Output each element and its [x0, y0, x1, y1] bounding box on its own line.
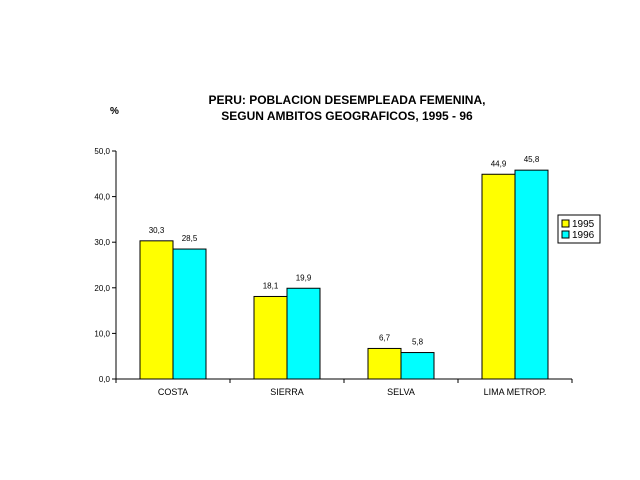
- bar-1996-2: [400, 352, 435, 380]
- chart-title-line1: PERU: POBLACION DESEMPLEADA FEMENINA,: [209, 93, 486, 107]
- legend-label-1996: 1996: [572, 230, 595, 241]
- y-tick-label: 30,0: [94, 238, 110, 247]
- category-label: SIERRA: [270, 387, 304, 397]
- data-label: 19,9: [296, 273, 312, 282]
- bar-1995-0: [139, 240, 174, 380]
- data-label: 18,1: [263, 281, 279, 290]
- bar-1995-3: [481, 173, 516, 380]
- bar-1996-3: [514, 169, 549, 380]
- y-tick-label: 10,0: [94, 329, 110, 338]
- category-label: SELVA: [387, 387, 415, 397]
- data-label: 5,8: [412, 338, 424, 347]
- data-label: 6,7: [379, 333, 391, 342]
- y-axis-unit-label: %: [110, 106, 119, 117]
- category-label: COSTA: [158, 387, 188, 397]
- y-tick-label: 50,0: [94, 147, 110, 156]
- data-label: 28,5: [182, 234, 198, 243]
- data-label: 44,9: [491, 159, 507, 168]
- y-tick-label: 0,0: [99, 375, 111, 384]
- chart-title-line2: SEGUN AMBITOS GEOGRAFICOS, 1995 - 96: [221, 109, 473, 123]
- data-label: 45,8: [524, 155, 540, 164]
- data-label: 30,3: [149, 226, 165, 235]
- legend-swatch-1996: [561, 230, 570, 239]
- y-tick-label: 20,0: [94, 284, 110, 293]
- bar-1996-0: [172, 248, 207, 380]
- bar-1995-2: [367, 347, 402, 380]
- legend-label-1995: 1995: [572, 219, 595, 230]
- y-tick-label: 40,0: [94, 193, 110, 202]
- legend-swatch-1995: [561, 219, 570, 228]
- bar-1995-1: [253, 295, 288, 380]
- plot-area: 0,0 10,0 20,0 30,0 40,0 50,0 COSTA 30,3 28,5 SIER…: [94, 147, 573, 397]
- bar-1996-1: [286, 287, 321, 380]
- category-label: LIMA METROP.: [484, 387, 547, 397]
